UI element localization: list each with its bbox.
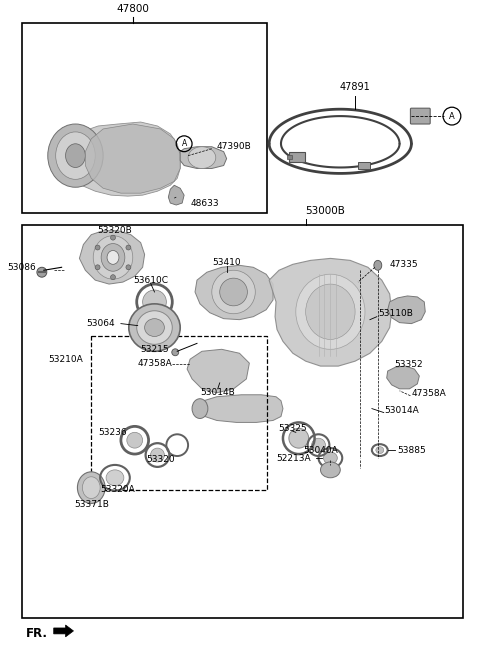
- Text: 53014B: 53014B: [200, 388, 235, 397]
- Ellipse shape: [374, 260, 382, 270]
- Polygon shape: [388, 296, 425, 324]
- Text: 53885: 53885: [397, 445, 426, 455]
- Ellipse shape: [107, 250, 119, 264]
- Text: A: A: [181, 139, 187, 148]
- Ellipse shape: [110, 235, 116, 240]
- Text: 53040A: 53040A: [303, 445, 338, 455]
- Bar: [22, 225, 463, 618]
- FancyBboxPatch shape: [358, 162, 370, 170]
- Text: 53320B: 53320B: [97, 226, 132, 235]
- Ellipse shape: [289, 428, 309, 448]
- Text: 47891: 47891: [340, 82, 371, 93]
- Text: A: A: [449, 112, 455, 121]
- Polygon shape: [387, 366, 420, 389]
- Polygon shape: [79, 231, 144, 284]
- Ellipse shape: [126, 245, 131, 250]
- Text: 47358A: 47358A: [137, 359, 172, 368]
- Ellipse shape: [129, 304, 180, 351]
- Ellipse shape: [376, 447, 384, 453]
- Ellipse shape: [56, 132, 95, 179]
- Text: 47800: 47800: [116, 5, 149, 14]
- Text: 53371B: 53371B: [74, 500, 108, 509]
- Text: 53325: 53325: [278, 424, 307, 433]
- Bar: [22, 23, 267, 213]
- Text: 53210A: 53210A: [49, 355, 84, 364]
- Ellipse shape: [151, 448, 164, 462]
- Polygon shape: [195, 265, 273, 320]
- Polygon shape: [85, 124, 180, 193]
- Polygon shape: [187, 350, 250, 393]
- FancyBboxPatch shape: [287, 154, 292, 158]
- Ellipse shape: [48, 124, 103, 187]
- Ellipse shape: [95, 245, 100, 250]
- Ellipse shape: [95, 265, 100, 270]
- Text: 53110B: 53110B: [378, 309, 413, 318]
- Polygon shape: [200, 395, 283, 422]
- Ellipse shape: [83, 477, 100, 499]
- Text: 47390B: 47390B: [217, 142, 252, 151]
- Ellipse shape: [296, 274, 365, 350]
- Polygon shape: [269, 258, 392, 366]
- Ellipse shape: [192, 399, 208, 419]
- Text: 53064: 53064: [86, 319, 115, 328]
- Ellipse shape: [106, 470, 124, 486]
- Ellipse shape: [93, 236, 133, 279]
- Text: 47335: 47335: [390, 260, 418, 269]
- Ellipse shape: [110, 275, 116, 280]
- Ellipse shape: [144, 319, 164, 336]
- Text: 53014A: 53014A: [385, 406, 420, 415]
- Bar: [91, 336, 267, 489]
- Ellipse shape: [126, 265, 131, 270]
- Text: 53000B: 53000B: [306, 206, 346, 216]
- Ellipse shape: [312, 438, 325, 452]
- Text: 53610C: 53610C: [133, 276, 168, 284]
- Text: 53352: 53352: [395, 359, 423, 369]
- Text: 53320: 53320: [146, 455, 175, 464]
- Ellipse shape: [172, 349, 179, 355]
- Ellipse shape: [137, 311, 172, 344]
- Text: 53236: 53236: [99, 428, 127, 437]
- Polygon shape: [180, 147, 227, 168]
- FancyBboxPatch shape: [410, 108, 430, 124]
- Polygon shape: [59, 122, 180, 196]
- Ellipse shape: [212, 270, 255, 314]
- Ellipse shape: [306, 284, 355, 340]
- Ellipse shape: [220, 278, 247, 306]
- Text: 48633: 48633: [190, 198, 219, 208]
- Ellipse shape: [37, 267, 47, 277]
- Ellipse shape: [143, 290, 167, 314]
- Text: 53410: 53410: [212, 258, 241, 267]
- Ellipse shape: [324, 452, 337, 464]
- Text: 53086: 53086: [7, 263, 36, 272]
- Text: 47358A: 47358A: [411, 389, 446, 398]
- Text: 52213A: 52213A: [276, 453, 311, 463]
- FancyBboxPatch shape: [289, 152, 305, 162]
- Polygon shape: [168, 185, 184, 205]
- Ellipse shape: [188, 147, 216, 168]
- Ellipse shape: [127, 432, 143, 448]
- Ellipse shape: [321, 462, 340, 478]
- Ellipse shape: [66, 144, 85, 168]
- Ellipse shape: [101, 244, 125, 271]
- Text: 53320A: 53320A: [101, 485, 135, 494]
- Ellipse shape: [77, 472, 105, 503]
- Text: FR.: FR.: [26, 627, 48, 641]
- Text: 53215: 53215: [140, 345, 169, 354]
- Polygon shape: [54, 625, 73, 637]
